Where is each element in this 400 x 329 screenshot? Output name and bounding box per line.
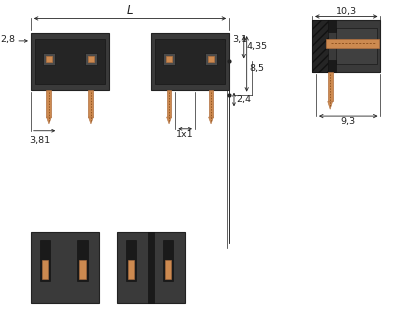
Text: 3,1: 3,1 (232, 36, 247, 44)
Bar (312, 20, 380, 72)
Bar (88, 90, 93, 117)
Bar (312, 20, 328, 72)
Bar (40, 240, 50, 281)
Bar (163, 240, 174, 281)
Bar (46, 56, 52, 63)
Bar (336, 28, 376, 64)
Text: 9,3: 9,3 (341, 117, 356, 126)
Bar (42, 53, 55, 65)
Text: 4,35: 4,35 (247, 42, 268, 51)
Text: 1x1: 1x1 (176, 130, 194, 139)
Bar (328, 20, 336, 32)
Bar (77, 240, 88, 281)
Polygon shape (328, 101, 333, 109)
Bar (128, 260, 134, 279)
Bar (155, 39, 225, 84)
Bar (328, 61, 336, 72)
Bar (35, 39, 105, 84)
Text: 8,5: 8,5 (250, 64, 265, 73)
Bar (205, 53, 217, 65)
Bar (31, 232, 99, 303)
Bar (79, 260, 86, 279)
Bar (208, 56, 214, 63)
Bar (117, 232, 185, 303)
Bar (165, 260, 172, 279)
Bar (46, 90, 51, 117)
Bar (328, 72, 333, 101)
Bar (151, 33, 229, 90)
Polygon shape (208, 117, 214, 124)
Bar (148, 232, 154, 303)
Bar (166, 56, 172, 63)
Polygon shape (167, 117, 172, 124)
Text: 3,81: 3,81 (29, 136, 50, 145)
Polygon shape (46, 117, 51, 124)
Text: 2,8: 2,8 (0, 36, 15, 44)
Bar (167, 90, 172, 117)
Bar (88, 56, 94, 63)
Bar (208, 90, 214, 117)
Bar (31, 33, 109, 90)
Bar (126, 240, 136, 281)
Bar (326, 39, 378, 48)
Bar (84, 53, 97, 65)
Text: 2,4: 2,4 (236, 95, 251, 104)
Bar (42, 260, 48, 279)
Text: L: L (127, 5, 133, 17)
Bar (163, 53, 175, 65)
Polygon shape (88, 117, 93, 124)
Text: 10,3: 10,3 (336, 7, 357, 15)
